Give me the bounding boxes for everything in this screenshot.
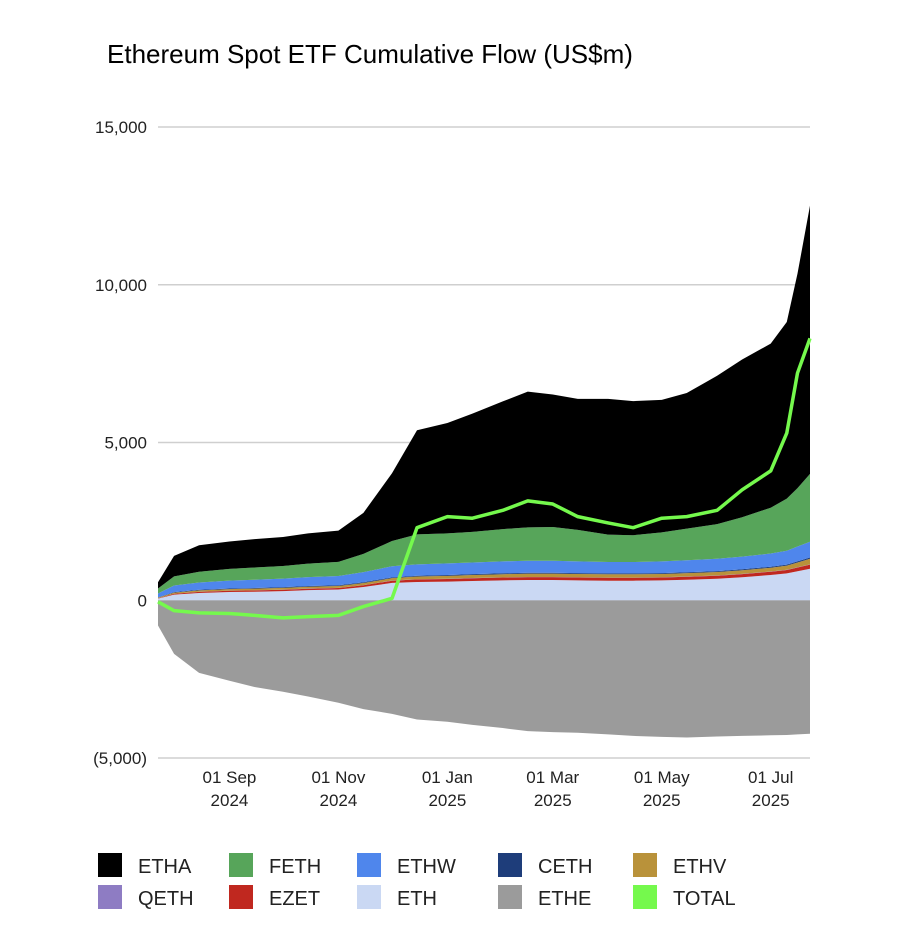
legend-item-qeth: QETH: [98, 885, 194, 910]
legend-item-feth: FETH: [229, 853, 321, 878]
legend-item-ethw: ETHW: [357, 853, 456, 878]
y-tick-label: (5,000): [93, 749, 147, 768]
x-tick-year: 2025: [752, 791, 790, 810]
line-total: [157, 337, 812, 620]
legend-swatch: [498, 885, 522, 909]
legend-swatch: [98, 885, 122, 909]
legend-swatch: [229, 885, 253, 909]
x-tick-label: 01 Jul: [748, 768, 793, 787]
legend-item-ezet: EZET: [229, 885, 320, 910]
area-ethw: [158, 541, 810, 598]
legend-swatch: [498, 853, 522, 877]
legend-item-eth: ETH: [357, 885, 437, 910]
legend-swatch: [633, 885, 657, 909]
x-tick-year: 2025: [534, 791, 572, 810]
legend-label: ETHV: [673, 856, 727, 878]
x-tick-label: 01 Mar: [526, 768, 579, 787]
area-eth: [158, 568, 810, 601]
legend-swatch: [357, 885, 381, 909]
legend-label: QETH: [138, 888, 194, 910]
legend-label: ETHW: [397, 856, 456, 878]
area-feth: [158, 473, 810, 594]
legend-item-ethv: ETHV: [633, 853, 727, 878]
x-tick-year: 2024: [211, 791, 249, 810]
y-tick-label: 10,000: [95, 276, 147, 295]
x-axis-labels: 01 Sep 2024 01 Nov 2024 01 Jan 2025 01 Mar 2025…: [203, 768, 794, 810]
legend-label: ETH: [397, 888, 437, 910]
x-tick-label: 01 Jan: [422, 768, 473, 787]
x-tick-year: 2024: [320, 791, 358, 810]
legend-swatch: [98, 853, 122, 877]
x-tick-year: 2025: [643, 791, 681, 810]
legend-label: ETHE: [538, 888, 591, 910]
legend-label: EZET: [269, 888, 320, 910]
legend-item-ceth: CETH: [498, 853, 592, 878]
x-tick-label: 01 Nov: [311, 768, 365, 787]
stacked-areas: [158, 205, 810, 738]
legend-swatch: [229, 853, 253, 877]
area-etha: [158, 205, 810, 589]
legend-label: ETHA: [138, 856, 192, 878]
legend-swatch: [633, 853, 657, 877]
legend-swatch: [357, 853, 381, 877]
y-axis-labels: 15,000 10,000 5,000 0 (5,000): [93, 118, 147, 768]
y-tick-label: 15,000: [95, 118, 147, 137]
x-tick-label: 01 May: [634, 768, 690, 787]
legend-label: FETH: [269, 856, 321, 878]
y-tick-label: 0: [138, 591, 147, 610]
legend-label: CETH: [538, 856, 592, 878]
legend: ETHA FETH ETHW CETH ETHV QETH EZET ETH ETHE TOTAL: [98, 853, 736, 910]
legend-item-ethe: ETHE: [498, 885, 591, 910]
legend-item-etha: ETHA: [98, 853, 192, 878]
area-ethe: [158, 600, 810, 738]
y-tick-label: 5,000: [104, 434, 147, 453]
chart-title: Ethereum Spot ETF Cumulative Flow (US$m): [107, 39, 633, 69]
total-line: [157, 337, 812, 620]
x-tick-year: 2025: [428, 791, 466, 810]
legend-item-total: TOTAL: [633, 885, 736, 910]
legend-label: TOTAL: [673, 888, 736, 910]
x-tick-label: 01 Sep: [203, 768, 257, 787]
